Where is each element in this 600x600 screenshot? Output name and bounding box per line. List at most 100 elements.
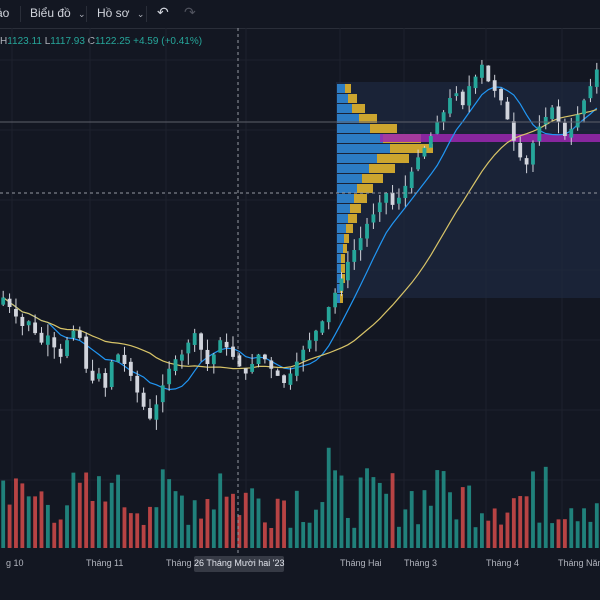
volume-bar xyxy=(371,477,376,548)
volume-profile-up-bar xyxy=(359,114,377,123)
volume-profile-down-bar xyxy=(337,274,341,283)
candle-body xyxy=(26,321,31,326)
volume-bar xyxy=(199,518,203,548)
crosshair-label-box xyxy=(194,556,284,572)
candle-body xyxy=(77,330,82,338)
volume-profile-up-bar xyxy=(343,244,347,253)
volume-bar xyxy=(237,515,242,548)
candle-body xyxy=(154,404,159,420)
profile-menu-button[interactable]: Hồ sơ ⌄ xyxy=(97,6,144,20)
candle-body xyxy=(173,359,178,372)
candle-body xyxy=(65,340,69,357)
candle-body xyxy=(14,309,18,317)
toolbar-separator xyxy=(146,6,147,22)
candle-body xyxy=(256,354,261,365)
volume-bar xyxy=(243,492,248,548)
time-axis-tick-label: Tháng 4 xyxy=(486,558,519,568)
candle-body xyxy=(307,340,312,349)
undo-icon[interactable]: ↶ xyxy=(157,4,169,20)
volume-profile-down-bar xyxy=(337,214,348,223)
volume-profile-down-bar xyxy=(337,254,341,263)
candle-body xyxy=(269,360,274,369)
candle-body xyxy=(186,342,191,354)
volume-bar xyxy=(454,519,459,548)
candle-body xyxy=(345,261,350,281)
candle-body xyxy=(1,297,6,305)
redo-icon[interactable]: ↷ xyxy=(184,4,196,20)
candle-body xyxy=(524,158,529,165)
candle-body xyxy=(409,171,414,189)
candle-body xyxy=(141,392,146,407)
toolbar-menu-cut[interactable]: ảo xyxy=(0,6,10,20)
volume-profile-up-bar xyxy=(350,204,361,213)
volume-bar xyxy=(397,526,401,548)
chevron-down-icon: ⌄ xyxy=(78,9,86,19)
candle-body xyxy=(33,322,38,334)
volume-bar xyxy=(256,498,261,548)
volume-profile-range xyxy=(336,82,600,298)
candle-body xyxy=(97,373,101,379)
candle-body xyxy=(582,100,586,115)
time-axis-tick-label: Tháng Năm xyxy=(558,558,600,568)
chart-menu-button[interactable]: Biểu đồ ⌄ xyxy=(30,6,86,20)
candle-body xyxy=(448,98,452,114)
volume-bar xyxy=(52,522,57,548)
volume-bar xyxy=(192,500,197,548)
low-key: L xyxy=(44,36,51,47)
candle-body xyxy=(58,348,63,357)
volume-profile-up-bar xyxy=(346,224,353,233)
candle-body xyxy=(294,361,299,376)
candle-body xyxy=(556,106,561,122)
volume-bar xyxy=(141,524,146,548)
volume-bar xyxy=(511,498,516,548)
time-axis-tick-label: Tháng 11 xyxy=(86,558,123,568)
candle-body xyxy=(45,335,50,345)
candle-body xyxy=(505,101,510,120)
volume-bar xyxy=(352,527,357,548)
volume-bar xyxy=(543,466,548,548)
ohlc-legend: H1123.11 L1117.93 C1122.25 +4.59 (+0.41%… xyxy=(0,36,202,47)
profile-menu-label: Hồ sơ xyxy=(97,6,130,20)
volume-profile-down-bar xyxy=(337,174,362,183)
candle-body xyxy=(128,361,133,376)
volume-bar xyxy=(122,507,127,548)
candle-body xyxy=(160,385,165,403)
volume-bar xyxy=(180,495,184,548)
volume-profile-up-bar xyxy=(348,214,357,223)
volume-bar xyxy=(537,522,542,548)
volume-profile-down-bar xyxy=(337,94,348,103)
candle-body xyxy=(180,354,184,361)
candle-body xyxy=(205,349,210,364)
candle-body xyxy=(192,333,197,345)
candle-body xyxy=(109,361,114,388)
candle-body xyxy=(397,197,401,204)
toolbar-separator xyxy=(20,6,21,22)
candlestick-series xyxy=(1,59,599,430)
volume-profile-down-bar xyxy=(337,264,341,273)
close-key: C xyxy=(87,36,95,47)
candle-body xyxy=(320,321,325,333)
toolbar-separator xyxy=(86,6,87,22)
volume-bar xyxy=(307,522,312,548)
volume-bar xyxy=(275,498,280,548)
volume-bar xyxy=(288,527,293,548)
volume-profile-down-bar xyxy=(337,114,359,123)
chevron-down-icon: ⌄ xyxy=(136,9,145,19)
volume-profile-down-bar xyxy=(337,104,352,113)
volume-bar xyxy=(269,527,274,548)
volume-bar xyxy=(492,508,497,548)
volume-profile-up-bar xyxy=(377,154,409,163)
volume-bar xyxy=(499,524,503,548)
volume-bar xyxy=(218,473,223,548)
volume-profile-up-bar xyxy=(352,104,365,113)
candle-body xyxy=(588,86,593,99)
volume-bar xyxy=(365,468,369,548)
volume-bar xyxy=(26,496,31,548)
volume-bar xyxy=(556,519,561,548)
volume-bar xyxy=(569,508,574,548)
volume-bar xyxy=(14,478,18,548)
candle-body xyxy=(473,76,478,89)
volume-bar xyxy=(467,485,472,548)
candle-body xyxy=(275,370,280,376)
